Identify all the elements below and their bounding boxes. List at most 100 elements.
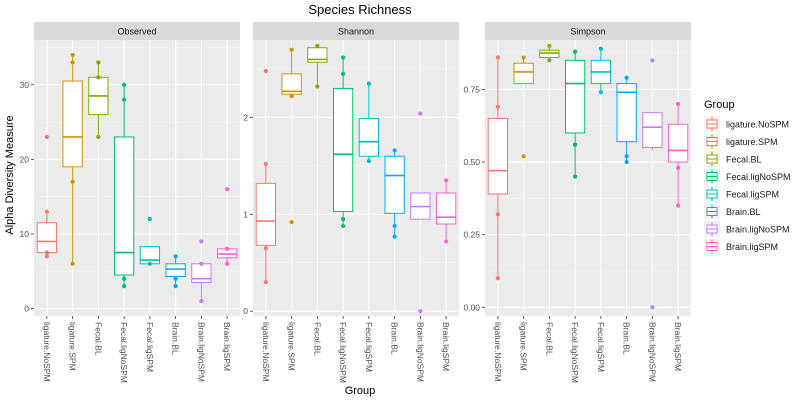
data-point: [96, 60, 101, 65]
chart-title: Species Richness: [308, 2, 412, 17]
data-point: [624, 75, 629, 80]
box-iqr: [62, 80, 83, 168]
data-point: [341, 217, 346, 222]
data-point: [315, 43, 320, 48]
x-tick-label: Brain.ligNoSPM: [415, 322, 425, 382]
legend-label: Fecal.ligNoSPM: [726, 172, 791, 182]
y-axis-title: Alpha Diversity Measure: [4, 115, 16, 234]
data-point: [573, 174, 578, 179]
y-tick-label: 0.50: [463, 157, 480, 167]
data-point: [225, 246, 230, 251]
data-point: [341, 71, 346, 76]
x-tick-label: ligature.SPM: [287, 322, 297, 371]
legend: Group ligature.NoSPM ligature.SPM Fecal.BL…: [704, 99, 791, 255]
legend-label: Brain.ligSPM: [726, 242, 778, 252]
data-point: [173, 284, 178, 289]
box-iqr: [435, 192, 457, 225]
box-Brain.ligSPM: [667, 101, 689, 208]
box-Fecal.ligSPM: [139, 216, 161, 266]
box-iqr: [667, 123, 689, 163]
box-Brain.ligNoSPM: [642, 58, 663, 310]
data-point: [366, 158, 371, 164]
data-point: [521, 154, 526, 159]
facet-panel-observed: Observed 0 10 20 30 ligature.NoSPM ligature.SP…: [20, 22, 240, 383]
box-Brain.BL: [616, 75, 637, 165]
legend-item-Brain.ligSPM: Brain.ligSPM: [704, 238, 778, 255]
facet-panel-simpson: Simpson 0.00 0.25 0.50 0.75 ligature.NoSPM lig…: [463, 22, 691, 383]
legend-item-Fecal.BL: Fecal.BL: [704, 151, 762, 167]
x-tick-label: Brain.ligSPM: [441, 322, 451, 371]
data-point: [263, 246, 268, 251]
data-point: [418, 111, 423, 116]
data-point: [495, 212, 500, 217]
box-iqr: [384, 155, 405, 214]
box-iqr: [332, 87, 354, 212]
x-tick-label: Brain.ligNoSPM: [196, 322, 206, 382]
data-point: [650, 58, 655, 63]
x-tick-label: Fecal.ligSPM: [596, 322, 606, 372]
legend-label: ligature.SPM: [726, 137, 778, 147]
x-tick-label: Fecal.BL: [312, 322, 322, 356]
x-tick-label: Brain.ligSPM: [673, 322, 683, 371]
data-point: [122, 97, 127, 102]
data-point: [392, 148, 397, 153]
data-point: [495, 276, 500, 281]
data-point: [173, 276, 178, 281]
legend-label: Brain.ligNoSPM: [726, 225, 790, 235]
data-point: [289, 219, 294, 225]
legend-item-Brain.BL: Brain.BL: [704, 203, 761, 220]
box-iqr: [113, 136, 135, 276]
data-point: [624, 159, 629, 165]
x-tick-label: Brain.BL: [390, 322, 400, 355]
box-ligature.SPM: [281, 47, 302, 225]
box-iqr: [487, 117, 509, 195]
data-point: [289, 47, 294, 52]
data-point: [263, 68, 268, 74]
data-point: [70, 179, 75, 184]
x-tick-label: ligature.NoSPM: [261, 322, 271, 382]
box-iqr: [358, 117, 380, 157]
box-ligature.SPM: [62, 52, 83, 266]
box-Fecal.BL: [88, 60, 109, 140]
facet-strip: [253, 22, 459, 40]
data-point: [573, 142, 578, 147]
legend-label: Brain.BL: [726, 207, 761, 217]
legend-item-Brain.ligNoSPM: Brain.ligNoSPM: [704, 221, 790, 237]
data-point: [676, 101, 681, 107]
data-point: [289, 94, 294, 99]
x-tick-label: Brain.ligSPM: [222, 322, 232, 371]
box-iqr: [564, 59, 586, 134]
box-Fecal.BL: [307, 43, 328, 89]
data-point: [96, 75, 101, 80]
data-point: [147, 216, 152, 222]
legend-item-ligature.SPM: ligature.SPM: [704, 133, 778, 150]
facet-strip-label: Shannon: [338, 27, 374, 37]
box-Fecal.BL: [539, 43, 560, 63]
data-point: [598, 46, 603, 51]
data-point: [263, 280, 268, 285]
box-Brain.ligSPM: [435, 178, 457, 244]
data-point: [341, 55, 346, 60]
data-point: [44, 250, 49, 255]
data-point: [122, 284, 127, 289]
data-point: [598, 90, 603, 95]
facet-strip: [485, 22, 691, 40]
data-point: [199, 298, 204, 304]
y-tick-label: 10: [20, 229, 30, 239]
data-point: [173, 254, 178, 259]
data-point: [44, 209, 49, 214]
data-point: [122, 82, 127, 87]
legend-label: ligature.NoSPM: [726, 120, 789, 130]
y-tick-label: 0.00: [463, 302, 480, 312]
data-point: [225, 261, 230, 266]
x-tick-label: Brain.ligNoSPM: [647, 322, 657, 382]
data-point: [444, 178, 449, 183]
data-point: [495, 55, 500, 60]
data-point: [96, 134, 101, 140]
box-iqr: [642, 112, 663, 148]
box-iqr: [165, 263, 186, 277]
x-tick-label: ligature.SPM: [68, 322, 78, 371]
y-tick-label: 0.25: [463, 230, 480, 240]
x-tick-label: Fecal.ligNoSPM: [338, 322, 348, 383]
